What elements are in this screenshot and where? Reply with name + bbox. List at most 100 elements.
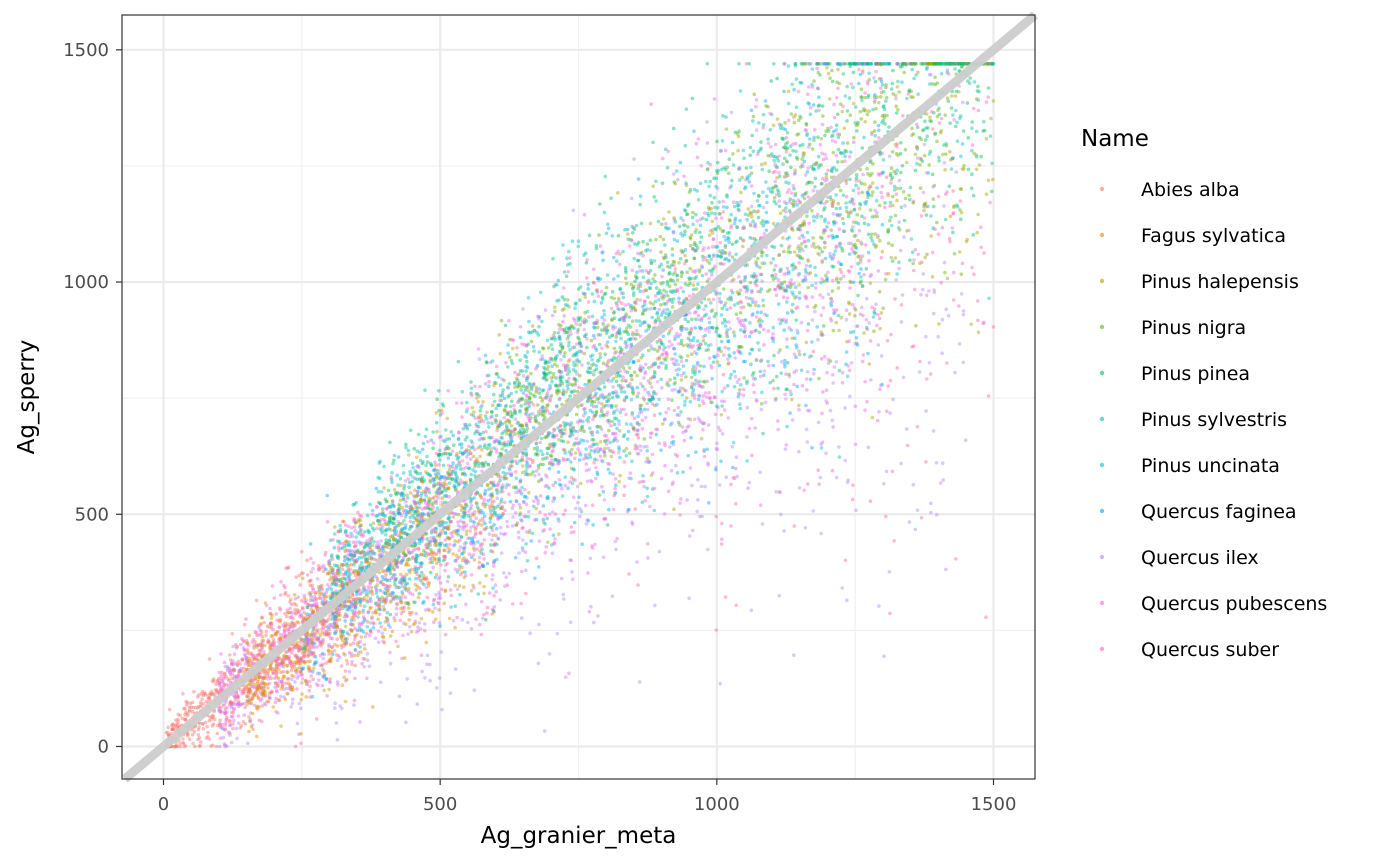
data-point <box>664 255 668 260</box>
data-point <box>646 327 651 331</box>
data-point <box>454 401 459 405</box>
data-point <box>948 62 953 66</box>
data-point <box>741 244 745 249</box>
data-point <box>536 661 541 666</box>
data-point <box>604 285 609 290</box>
data-point <box>845 141 850 145</box>
data-point <box>696 137 701 141</box>
data-point <box>491 508 496 513</box>
data-point <box>896 153 900 158</box>
data-point <box>459 534 464 539</box>
data-point <box>231 644 235 649</box>
data-point <box>514 499 519 504</box>
data-point <box>525 559 530 563</box>
data-point <box>375 505 379 509</box>
data-point <box>589 480 594 484</box>
data-point <box>986 95 990 99</box>
data-point <box>207 657 212 661</box>
data-point <box>694 248 699 253</box>
data-point <box>627 451 632 456</box>
data-point <box>646 459 651 463</box>
data-point <box>552 435 556 440</box>
data-point <box>524 452 529 457</box>
data-point <box>808 271 813 275</box>
data-point <box>564 274 569 279</box>
data-point <box>469 457 473 461</box>
data-point <box>888 411 892 415</box>
data-point <box>889 255 893 260</box>
data-point <box>865 112 870 117</box>
data-point <box>686 202 691 206</box>
data-point <box>263 669 267 674</box>
data-point <box>645 456 650 461</box>
data-point <box>771 379 775 383</box>
data-point <box>238 702 243 707</box>
data-point <box>604 395 608 399</box>
data-point <box>437 534 442 538</box>
data-point <box>335 625 340 629</box>
data-point <box>327 561 332 566</box>
data-point <box>344 581 348 586</box>
data-point <box>851 62 855 66</box>
data-point <box>594 243 599 248</box>
data-point <box>921 272 926 276</box>
data-point <box>879 90 884 95</box>
data-point <box>751 371 756 375</box>
data-point <box>746 486 750 491</box>
data-point <box>396 455 401 459</box>
data-point <box>785 296 790 300</box>
data-point <box>436 481 441 485</box>
data-point <box>418 450 422 455</box>
data-point <box>679 274 684 279</box>
data-point <box>636 177 641 181</box>
data-point <box>831 425 835 429</box>
data-point <box>393 526 397 530</box>
data-point <box>527 528 532 533</box>
data-point <box>545 455 549 460</box>
data-point <box>729 372 733 377</box>
data-point <box>239 642 243 647</box>
data-point <box>580 427 585 431</box>
data-point <box>602 517 606 521</box>
data-point <box>627 507 631 512</box>
data-point <box>808 112 813 117</box>
data-point <box>726 346 731 351</box>
data-point <box>524 411 528 415</box>
data-point <box>343 612 348 616</box>
data-point <box>831 328 836 333</box>
data-point <box>870 239 875 243</box>
data-point <box>308 592 313 597</box>
data-point <box>856 261 860 266</box>
data-point <box>623 266 628 270</box>
data-point <box>516 385 520 389</box>
data-point <box>635 385 640 390</box>
data-point <box>736 292 741 296</box>
data-point <box>464 602 468 607</box>
data-point <box>284 614 289 619</box>
data-point <box>419 497 423 502</box>
data-point <box>569 475 574 480</box>
data-point <box>488 360 493 365</box>
data-point <box>623 268 628 273</box>
data-point <box>431 599 436 603</box>
data-point <box>636 414 640 419</box>
data-point <box>370 512 375 517</box>
data-point <box>789 282 794 287</box>
data-point <box>760 162 764 167</box>
data-point <box>506 418 510 422</box>
data-point <box>634 223 639 228</box>
data-point <box>379 490 384 494</box>
data-point <box>695 509 699 514</box>
data-point <box>434 593 438 597</box>
data-point <box>845 109 850 113</box>
data-point <box>499 489 503 494</box>
data-point <box>393 559 397 563</box>
data-point <box>464 529 469 533</box>
data-point <box>538 494 543 498</box>
data-point <box>748 321 752 325</box>
data-point <box>552 428 557 433</box>
data-point <box>756 215 761 220</box>
data-point <box>652 347 657 352</box>
data-point <box>675 372 680 377</box>
data-point <box>789 191 794 195</box>
